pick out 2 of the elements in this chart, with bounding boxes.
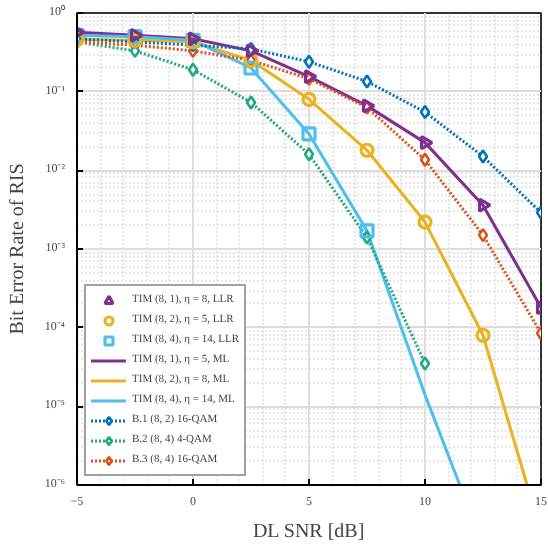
x-axis-title: DL SNR [dB] xyxy=(252,521,365,543)
y-axis-title: Bit Error Rate of RIS xyxy=(6,163,29,335)
